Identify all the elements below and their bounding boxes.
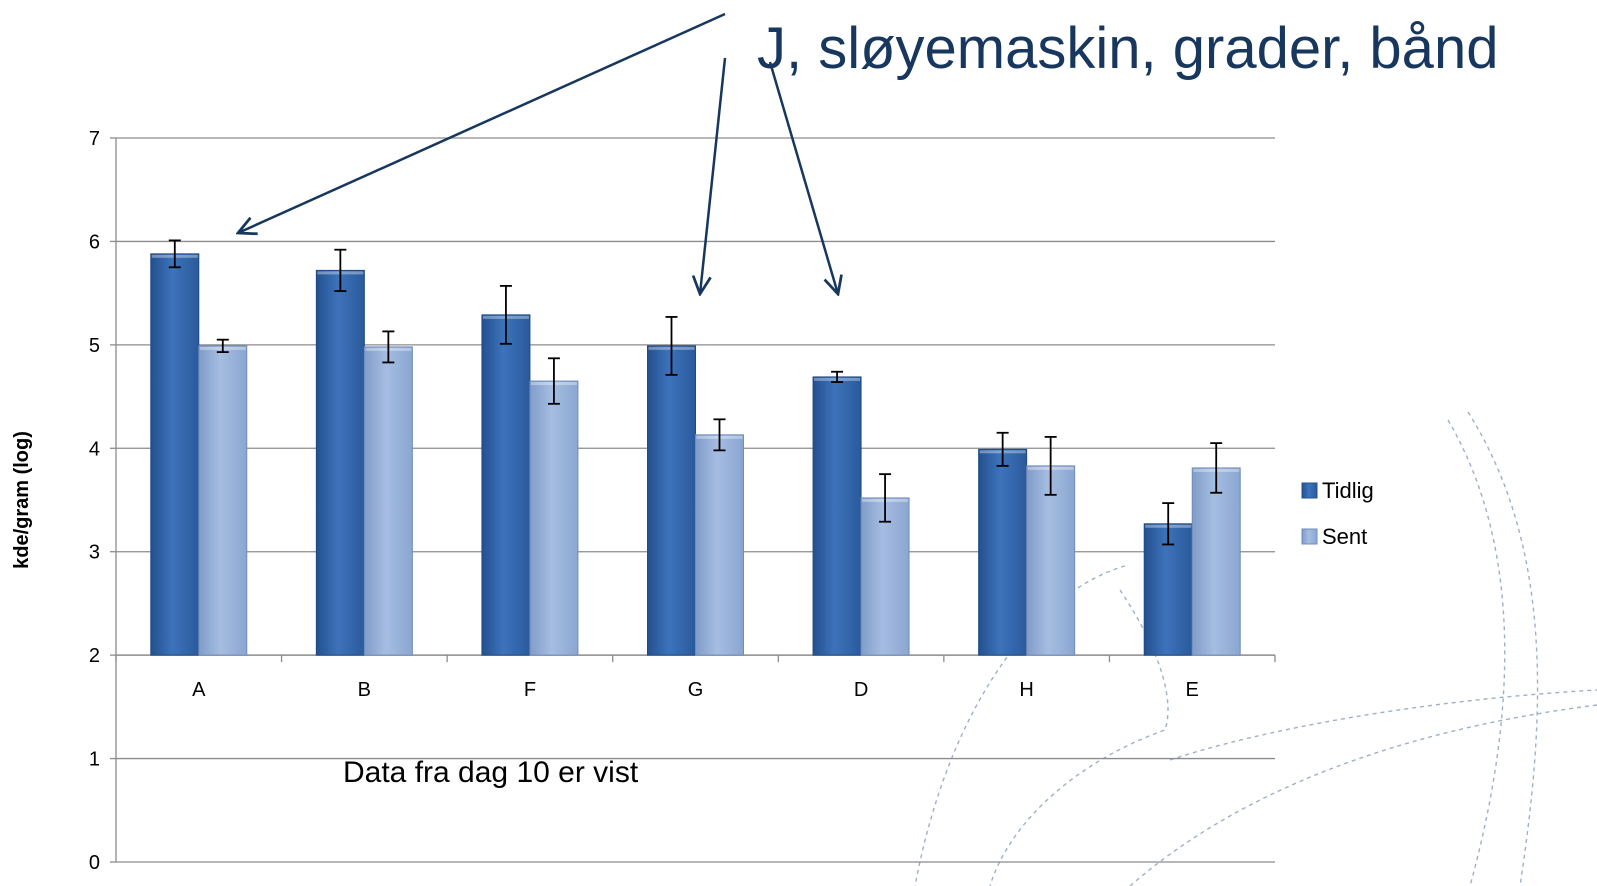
error-bar-tidlig-e (1162, 502, 1175, 546)
error-bar-tidlig-a (168, 239, 181, 269)
legend-label-tidlig: Tidlig (1322, 478, 1374, 503)
legend-swatch-tidlig (1301, 482, 1318, 499)
data-note: Data fra dag 10 er vist (343, 756, 639, 789)
error-bar-tidlig-g (665, 316, 678, 376)
headline-arrows (238, 12, 838, 294)
bar-tidlig-d (812, 376, 862, 656)
y-tick-label-4: 4 (89, 438, 100, 460)
decorative-swirls (914, 411, 1597, 886)
x-tick-label-g: G (688, 679, 704, 701)
error-bar-tidlig-f (499, 285, 512, 345)
bar-sent-d (860, 497, 910, 656)
bar-sent-f (529, 380, 579, 656)
bar-sent-g (695, 434, 744, 656)
error-bar-tidlig-b (334, 248, 347, 292)
error-bar-sent-h (1044, 436, 1057, 496)
bar-tidlig-b (315, 269, 365, 656)
x-tick-label-b: B (358, 679, 371, 701)
y-tick-label-7: 7 (89, 128, 100, 150)
y-tick-label-1: 1 (89, 749, 100, 771)
y-tick-label-0: 0 (89, 852, 100, 874)
error-bar-sent-a (216, 338, 229, 353)
error-bar-sent-g (713, 418, 726, 452)
bar-tidlig-g (647, 345, 696, 656)
y-tick-label-2: 2 (89, 645, 100, 667)
y-tick-label-5: 5 (89, 335, 100, 357)
bar-sent-b (363, 346, 413, 656)
legend-label-sent: Sent (1322, 524, 1367, 549)
x-tick-label-e: E (1186, 679, 1199, 701)
error-bar-sent-d (879, 473, 892, 523)
y-tick-label-3: 3 (89, 542, 100, 564)
bar-tidlig-f (481, 314, 531, 656)
bars (150, 253, 1241, 656)
arrow-to-d (768, 61, 838, 294)
y-tick-label-6: 6 (89, 231, 100, 253)
error-bar-tidlig-d (831, 370, 844, 383)
arrow-to-g (700, 57, 727, 294)
bar-tidlig-a (150, 253, 200, 656)
headline-title: J, sløyemaskin, grader, bånd (757, 16, 1498, 81)
legend: Tidlig Sent (1301, 478, 1374, 549)
bar-sent-h (1026, 465, 1076, 656)
y-tick-labels: 0 1 2 3 4 5 6 7 (89, 128, 100, 874)
x-tick-label-h: H (1019, 679, 1033, 701)
x-tick-label-f: F (524, 679, 536, 701)
error-bar-sent-f (547, 357, 560, 405)
bar-sent-e (1191, 467, 1241, 656)
arrow-to-a (238, 12, 726, 233)
error-bar-sent-e (1210, 442, 1223, 494)
bar-sent-a (198, 345, 248, 656)
error-bar-sent-b (382, 330, 395, 364)
error-bars (168, 239, 1223, 546)
legend-swatch-sent (1301, 528, 1318, 545)
error-bar-tidlig-h (996, 431, 1009, 467)
x-tick-label-d: D (854, 679, 868, 701)
bar-tidlig-h (978, 448, 1028, 656)
y-axis-label: kde/gram (log) (11, 431, 33, 569)
x-tick-label-a: A (192, 679, 206, 701)
